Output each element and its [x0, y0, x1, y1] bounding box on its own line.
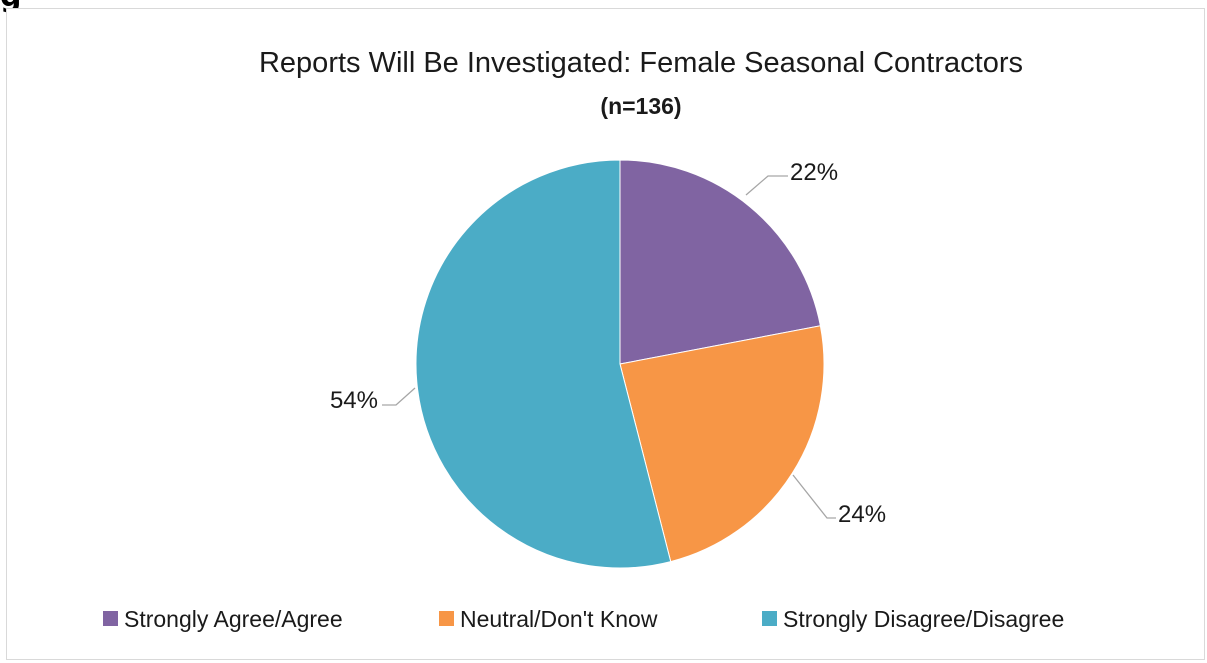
leader-line-1: [745, 175, 788, 196]
pie-slice-3: [415, 159, 672, 569]
legend-label-2: Neutral/Don't Know: [460, 606, 658, 632]
chart-title: Reports Will Be Investigated: Female Sea…: [259, 47, 1023, 79]
pie-slice-2: [619, 325, 825, 563]
data-label-1: 22%: [790, 159, 838, 186]
legend-label-3: Strongly Disagree/Disagree: [783, 606, 1064, 632]
data-labels: 22% 24% 54%: [330, 159, 886, 528]
legend-swatch-3: [762, 611, 777, 626]
legend-swatch-2: [439, 611, 454, 626]
pie-slice-1: [619, 159, 821, 365]
leader-line-3: [382, 387, 416, 406]
data-label-2: 24%: [838, 501, 886, 528]
legend: Strongly Agree/Agree Neutral/Don't Know St…: [103, 606, 1064, 632]
data-label-3: 54%: [330, 387, 378, 414]
pie-slices: [415, 159, 825, 569]
legend-label-1: Strongly Agree/Agree: [124, 606, 343, 632]
legend-swatch-1: [103, 611, 118, 626]
figure-label: g: [0, 0, 21, 12]
leader-line-2: [792, 474, 836, 519]
chart-subtitle: (n=136): [600, 93, 681, 119]
leader-lines: [382, 175, 836, 519]
